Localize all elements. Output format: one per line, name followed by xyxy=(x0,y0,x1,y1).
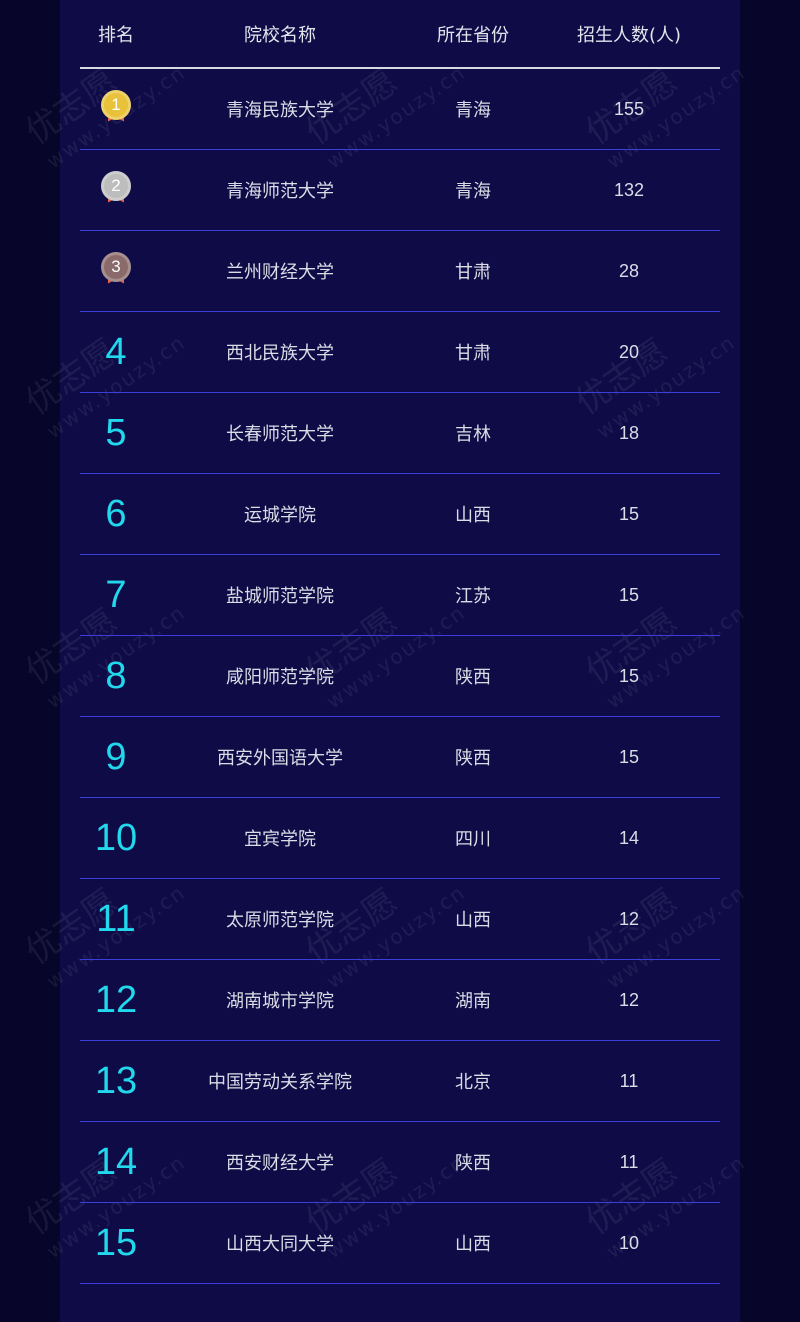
table-row: 11 太原师范学院 山西 12 xyxy=(80,879,720,960)
school-name: 长春师范大学 xyxy=(226,424,334,445)
table-row: 13 中国劳动关系学院 北京 11 xyxy=(80,1041,720,1122)
rank-number: 13 xyxy=(94,1059,138,1102)
enrollment-count: 11 xyxy=(619,1151,639,1172)
rank-cell: 12 xyxy=(80,979,152,1022)
enrollment-count: 15 xyxy=(618,746,640,767)
province: 青海 xyxy=(455,100,491,121)
enrollment-count: 14 xyxy=(618,827,640,848)
header-count: 招生人数(人) xyxy=(576,24,682,46)
rank-number: 7 xyxy=(105,573,127,616)
province: 陕西 xyxy=(455,748,491,769)
enrollment-count: 28 xyxy=(618,260,640,281)
table-row: 10 宜宾学院 四川 14 xyxy=(80,798,720,879)
header-province: 所在省份 xyxy=(437,24,509,46)
school-name: 盐城师范学院 xyxy=(226,586,334,607)
province: 山西 xyxy=(455,1234,491,1255)
province: 北京 xyxy=(455,1072,491,1093)
table-row: 4 西北民族大学 甘肃 20 xyxy=(80,312,720,393)
school-name: 运城学院 xyxy=(244,505,316,526)
school-name: 西安财经大学 xyxy=(226,1153,334,1174)
rank-number: 11 xyxy=(96,897,136,940)
enrollment-count: 15 xyxy=(618,665,640,686)
table-row: 14 西安财经大学 陕西 11 xyxy=(80,1122,720,1203)
province: 陕西 xyxy=(455,1153,491,1174)
rank-number: 4 xyxy=(105,330,127,373)
rank-number: 10 xyxy=(94,816,138,859)
school-name: 咸阳师范学院 xyxy=(226,667,334,688)
province: 湖南 xyxy=(455,991,491,1012)
enrollment-count: 132 xyxy=(613,179,645,200)
rank-cell: 15 xyxy=(80,1222,152,1265)
rank-cell: 3 xyxy=(80,251,152,291)
medal-icon: 3 xyxy=(101,251,131,286)
table-row: 5 长春师范大学 吉林 18 xyxy=(80,393,720,474)
header-rank: 排名 xyxy=(98,24,134,46)
rank-number: 8 xyxy=(105,654,127,697)
province: 江苏 xyxy=(455,586,491,607)
enrollment-count: 18 xyxy=(618,422,640,443)
table-row: 7 盐城师范学院 江苏 15 xyxy=(80,555,720,636)
province: 山西 xyxy=(455,505,491,526)
enrollment-count: 15 xyxy=(618,584,640,605)
rank-cell: 9 xyxy=(80,736,152,779)
rank-cell: 7 xyxy=(80,574,152,617)
enrollment-count: 12 xyxy=(618,989,640,1010)
province: 甘肃 xyxy=(455,262,491,283)
rank-number: 5 xyxy=(105,411,127,454)
school-name: 山西大同大学 xyxy=(226,1234,334,1255)
header-name: 院校名称 xyxy=(244,24,316,46)
school-name: 中国劳动关系学院 xyxy=(208,1072,352,1093)
school-name: 宜宾学院 xyxy=(244,829,316,850)
table-row: 3 兰州财经大学 甘肃 28 xyxy=(80,231,720,312)
school-name: 青海师范大学 xyxy=(226,181,334,202)
school-name: 西安外国语大学 xyxy=(217,748,343,769)
school-name: 太原师范学院 xyxy=(226,910,334,931)
rank-cell: 11 xyxy=(80,898,152,941)
enrollment-count: 15 xyxy=(618,503,640,524)
medal-icon: 2 xyxy=(101,170,131,205)
table-row: 15 山西大同大学 山西 10 xyxy=(80,1203,720,1284)
enrollment-count: 155 xyxy=(613,98,645,119)
rank-cell: 14 xyxy=(80,1141,152,1184)
rank-number: 6 xyxy=(105,492,127,535)
rank-cell: 2 xyxy=(80,170,152,210)
province: 陕西 xyxy=(455,667,491,688)
enrollment-count: 10 xyxy=(618,1232,640,1253)
rank-cell: 6 xyxy=(80,493,152,536)
table-row: 9 西安外国语大学 陕西 15 xyxy=(80,717,720,798)
rank-number: 14 xyxy=(94,1140,138,1183)
table-header: 排名 院校名称 所在省份 招生人数(人) xyxy=(80,0,720,69)
enrollment-count: 20 xyxy=(618,341,640,362)
rank-cell: 4 xyxy=(80,331,152,374)
province: 吉林 xyxy=(455,424,491,445)
enrollment-count: 11 xyxy=(619,1070,639,1091)
province: 甘肃 xyxy=(455,343,491,364)
rank-cell: 10 xyxy=(80,817,152,860)
rank-number: 15 xyxy=(94,1221,138,1264)
enrollment-count: 12 xyxy=(618,908,640,929)
rank-cell: 8 xyxy=(80,655,152,698)
school-name: 湖南城市学院 xyxy=(226,991,334,1012)
table-row: 1 青海民族大学 青海 155 xyxy=(80,69,720,150)
rank-cell: 13 xyxy=(80,1060,152,1103)
content-panel xyxy=(60,0,740,1322)
school-name: 西北民族大学 xyxy=(226,343,334,364)
province: 青海 xyxy=(455,181,491,202)
table-row: 2 青海师范大学 青海 132 xyxy=(80,150,720,231)
medal-icon: 1 xyxy=(101,89,131,124)
province: 山西 xyxy=(455,910,491,931)
province: 四川 xyxy=(455,829,491,850)
ranking-table: 排名 院校名称 所在省份 招生人数(人) 1 青海民族大学 青海 155 2 青海… xyxy=(80,0,720,1284)
table-row: 6 运城学院 山西 15 xyxy=(80,474,720,555)
table-row: 12 湖南城市学院 湖南 12 xyxy=(80,960,720,1041)
rank-cell: 1 xyxy=(80,89,152,129)
school-name: 兰州财经大学 xyxy=(226,262,334,283)
table-row: 8 咸阳师范学院 陕西 15 xyxy=(80,636,720,717)
rank-number: 12 xyxy=(94,978,138,1021)
rank-number: 9 xyxy=(105,735,127,778)
school-name: 青海民族大学 xyxy=(226,100,334,121)
rank-cell: 5 xyxy=(80,412,152,455)
